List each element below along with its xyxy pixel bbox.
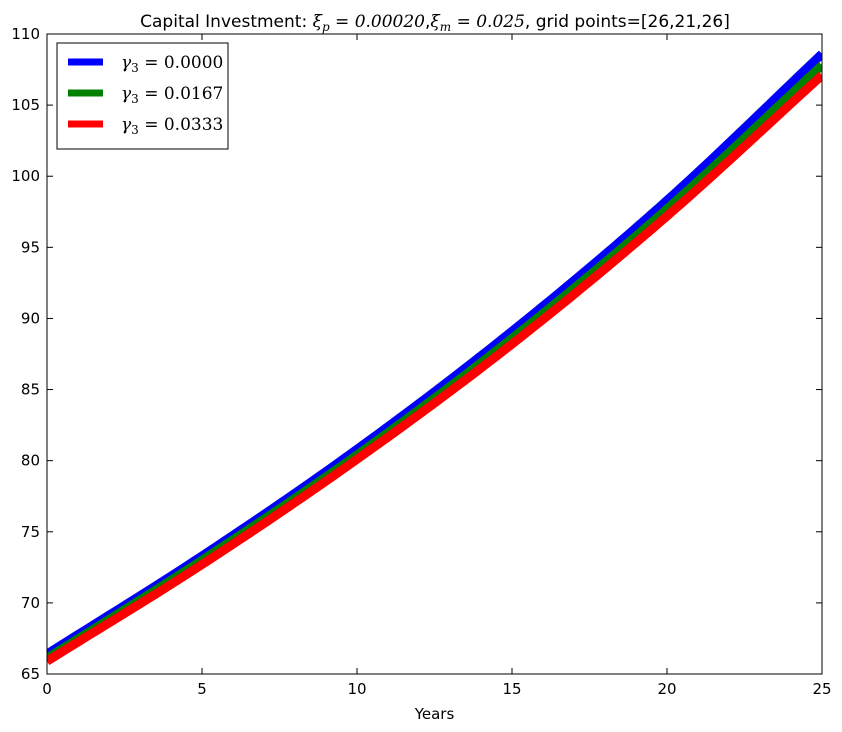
y-tick-label: 85 — [21, 381, 40, 399]
legend-label-1: γ3 = 0.0167 — [121, 84, 223, 106]
legend-label-2: γ3 = 0.0333 — [121, 115, 223, 137]
title-prefix: Capital Investment: — [140, 12, 312, 32]
y-tick-label: 95 — [21, 238, 40, 256]
title-suffix: , grid points=[26,21,26] — [525, 12, 730, 32]
x-tick-label: 15 — [502, 680, 521, 698]
y-tick-label: 65 — [21, 665, 40, 683]
y-tick-label: 70 — [21, 594, 40, 612]
x-tick-label: 5 — [197, 680, 207, 698]
x-tick-label: 25 — [812, 680, 831, 698]
title-xi-m: ξ — [430, 12, 441, 32]
y-tick-label: 110 — [11, 25, 40, 43]
y-tick-label: 100 — [11, 167, 40, 185]
title-xi-m-sub: m — [440, 20, 451, 34]
title-xi-p-value: = 0.00020 — [330, 12, 426, 32]
title-xi-p-sub: p — [322, 20, 330, 34]
series-line-1 — [47, 61, 822, 663]
series-line-2 — [47, 71, 822, 666]
plot-frame — [46, 33, 823, 675]
series-layer — [47, 50, 822, 666]
tick-layer: 0 5 10 15 20 25 65 70 75 80 85 90 95 100 105 110 — [11, 25, 831, 698]
legend-label-0: γ3 = 0.0000 — [121, 53, 223, 75]
x-axis-title: Years — [414, 705, 455, 723]
title-xi-p: ξ — [313, 12, 324, 32]
y-tick-label: 80 — [21, 452, 40, 470]
chart-title: Capital Investment: ξp = 0.00020,ξm = 0.… — [140, 12, 730, 34]
x-tick-label: 0 — [42, 680, 52, 698]
legend: γ3 = 0.0000 γ3 = 0.0167 γ3 = 0.0333 — [56, 42, 229, 150]
x-tick-label: 10 — [347, 680, 366, 698]
y-tick-label: 90 — [21, 309, 40, 327]
y-tick-label: 75 — [21, 523, 40, 541]
title-separator: , — [425, 12, 430, 32]
y-tick-label: 105 — [11, 96, 40, 114]
x-tick-label: 20 — [657, 680, 676, 698]
title-xi-m-value: = 0.025 — [451, 12, 525, 32]
